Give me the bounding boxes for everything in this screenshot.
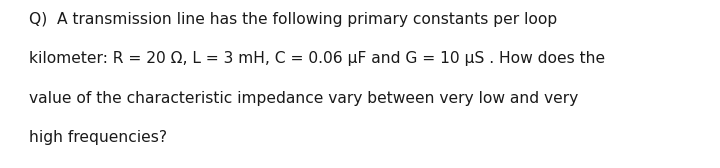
Text: kilometer: R = 20 Ω, L = 3 mH, C = 0.06 μF and G = 10 μS . How does the: kilometer: R = 20 Ω, L = 3 mH, C = 0.06 … [29, 51, 605, 66]
Text: high frequencies?: high frequencies? [29, 130, 167, 145]
Text: value of the characteristic impedance vary between very low and very: value of the characteristic impedance va… [29, 91, 578, 106]
Text: Q)  A transmission line has the following primary constants per loop: Q) A transmission line has the following… [29, 12, 557, 27]
